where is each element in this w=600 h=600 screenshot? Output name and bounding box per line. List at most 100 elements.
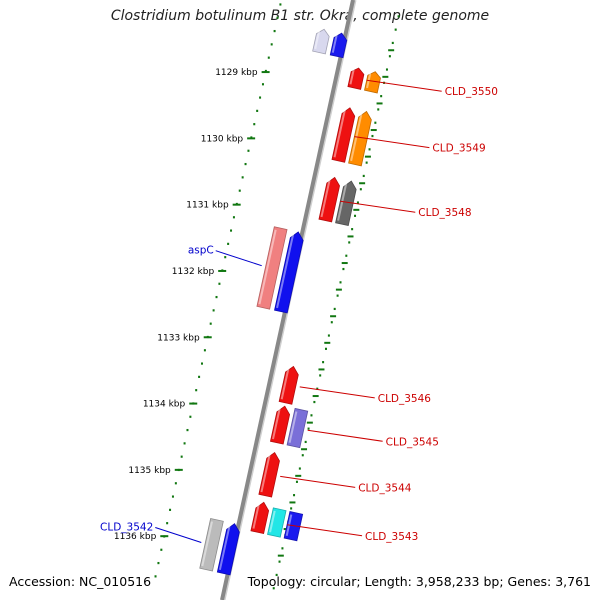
- gene-highlight: [269, 510, 276, 533]
- gene-feature[interactable]: [258, 452, 280, 498]
- gene-shape: [335, 180, 357, 227]
- scale-dot: [238, 189, 241, 192]
- scale-dot: [200, 362, 203, 365]
- gene-feature[interactable]: [286, 407, 309, 449]
- scale-dot: [272, 587, 275, 590]
- gene-label[interactable]: CLD_3542: [100, 522, 153, 534]
- tick-label: 1129 kbp: [215, 68, 258, 78]
- label-leader: [354, 136, 430, 149]
- scale-dot: [275, 573, 278, 577]
- scale-dot: [365, 161, 368, 164]
- gene-feature[interactable]: [267, 507, 287, 538]
- scale-dot: [307, 427, 310, 430]
- scale-dot: [327, 334, 330, 337]
- scale-dot: [374, 121, 377, 124]
- gene-label[interactable]: CLD_3544: [358, 482, 412, 494]
- scale-dot: [298, 467, 301, 470]
- gene-feature[interactable]: [278, 365, 299, 405]
- gene-feature[interactable]: [329, 32, 348, 59]
- gene-label[interactable]: CLD_3549: [432, 143, 485, 155]
- kbp-ticks: 1129 kbp 1130 kbp 1131 kbp 1132 kbp 1133 kbp…: [114, 68, 270, 542]
- gene-shape: [348, 110, 372, 167]
- scale-dot: [336, 294, 339, 297]
- scale-dot: [273, 29, 276, 33]
- tick-label: 1130 kbp: [201, 134, 244, 144]
- scale-dot: [244, 162, 247, 166]
- scale-dot: [166, 522, 169, 525]
- scale-dot: [267, 56, 270, 59]
- gene-label[interactable]: CLD_3543: [365, 531, 418, 543]
- label-leader: [366, 79, 442, 92]
- gene-feature[interactable]: [347, 67, 365, 90]
- tick-label: 1132 kbp: [172, 267, 215, 277]
- gene-feature[interactable]: [250, 501, 270, 535]
- scale-dot: [333, 307, 336, 311]
- gene-feature[interactable]: [199, 518, 224, 572]
- gene-label[interactable]: CLD_3550: [445, 86, 498, 98]
- scale-dot: [247, 149, 250, 152]
- scale-dot: [380, 95, 383, 98]
- scale-dot: [368, 148, 371, 151]
- gene-shape: [331, 107, 356, 163]
- accession-text: Accession: NC_010516: [9, 574, 152, 589]
- scale-dot: [203, 349, 206, 352]
- gene-feature[interactable]: [312, 28, 330, 55]
- scale-dot: [212, 309, 215, 312]
- scale-dot: [160, 548, 163, 551]
- gene-feature[interactable]: [318, 176, 340, 223]
- scale-dot: [304, 440, 307, 444]
- scale-dot: [198, 375, 201, 378]
- scale-dot: [281, 547, 284, 550]
- scale-dot: [189, 415, 192, 418]
- scale-dot: [230, 229, 233, 232]
- scale-dot: [270, 43, 273, 46]
- scale-dot: [322, 361, 325, 364]
- scale-dot: [342, 267, 345, 271]
- gene-shape: [267, 507, 287, 538]
- gene-feature[interactable]: [274, 231, 304, 314]
- scale-dot: [391, 41, 394, 45]
- gene-shape: [199, 518, 224, 572]
- scale-dot: [359, 188, 362, 191]
- scale-dot: [180, 455, 183, 458]
- gene-feature[interactable]: [216, 523, 240, 576]
- scale-dot: [186, 428, 189, 432]
- scale-dot: [154, 575, 157, 578]
- scale-dot: [324, 347, 327, 350]
- gene-label[interactable]: CLD_3545: [386, 436, 439, 448]
- tick-label: 1135 kbp: [128, 466, 171, 476]
- gene-shape: [347, 67, 365, 90]
- scale-dot: [345, 254, 348, 257]
- gene-highlight: [218, 525, 231, 571]
- gene-shape: [258, 452, 280, 498]
- scale-dot: [227, 242, 230, 245]
- gene-label[interactable]: CLD_3546: [378, 393, 432, 405]
- gene-shape: [269, 405, 291, 445]
- gene-highlight: [331, 34, 338, 53]
- gene-shape: [278, 365, 299, 405]
- gene-shape: [286, 407, 309, 449]
- gene-label[interactable]: aspC: [188, 245, 214, 257]
- scale-dot: [371, 134, 374, 138]
- gene-highlight: [201, 521, 213, 567]
- scale-dot: [209, 322, 212, 325]
- gene-highlight: [320, 178, 331, 218]
- scale-dot: [394, 28, 397, 31]
- gene-feature[interactable]: [331, 107, 356, 163]
- scale-dot: [232, 216, 235, 219]
- label-leader: [307, 429, 383, 442]
- gene-highlight: [314, 30, 321, 50]
- gene-highlight: [349, 69, 355, 85]
- gene-feature[interactable]: [256, 226, 288, 310]
- scale-dot: [183, 442, 186, 445]
- gene-label[interactable]: CLD_3548: [418, 207, 471, 219]
- gene-highlight: [288, 411, 298, 443]
- scale-dot: [388, 55, 391, 58]
- label-leader: [286, 524, 363, 537]
- gene-shape: [312, 28, 330, 55]
- scale-dot: [276, 16, 279, 19]
- scale-dot: [241, 176, 244, 179]
- scale-dot: [157, 561, 160, 565]
- gene-feature[interactable]: [269, 405, 291, 445]
- gene-highlight: [280, 367, 290, 400]
